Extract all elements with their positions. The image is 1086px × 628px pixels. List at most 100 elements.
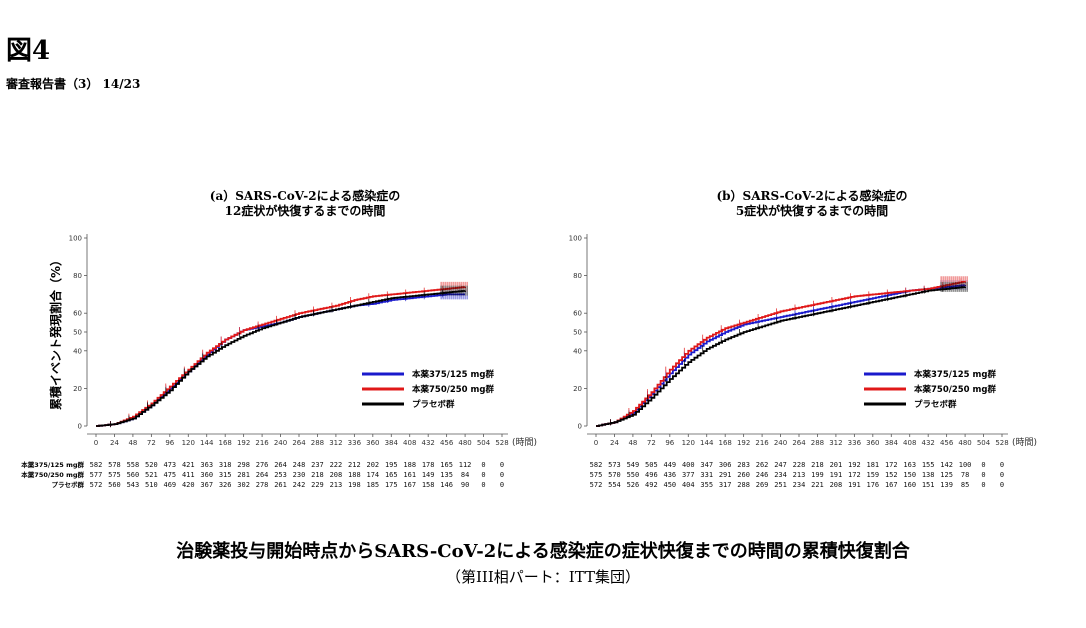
y-tick-label: 0: [78, 423, 82, 431]
risk-count: 229: [311, 481, 324, 489]
series-line-2: [96, 290, 466, 427]
risk-count: 195: [385, 461, 398, 469]
risk-count: 228: [793, 461, 806, 469]
legend-label: プラセボ群: [412, 399, 455, 410]
x-tick-label: 24: [110, 439, 119, 447]
x-tick-label: 96: [165, 439, 174, 447]
y-tick-label: 60: [73, 310, 82, 318]
x-tick-label: 96: [665, 439, 674, 447]
risk-count: 178: [422, 461, 435, 469]
risk-count: 411: [182, 471, 195, 479]
risk-count: 160: [903, 481, 916, 489]
risk-count: 0: [500, 481, 504, 489]
risk-count: 208: [830, 481, 843, 489]
x-tick-label: 72: [647, 439, 656, 447]
risk-count: 146: [440, 481, 453, 489]
risk-count: 112: [459, 461, 472, 469]
risk-count: 520: [145, 461, 158, 469]
risk-row-label: 本薬750/250 mg群: [21, 470, 84, 479]
risk-count: 400: [682, 461, 695, 469]
risk-count: 306: [719, 461, 732, 469]
risk-count: 475: [163, 471, 176, 479]
risk-count: 560: [108, 481, 121, 489]
risk-count: 213: [330, 481, 343, 489]
x-tick-label: 264: [292, 439, 306, 447]
risk-count: 167: [885, 481, 898, 489]
y-tick-label: 60: [573, 310, 582, 318]
risk-count: 138: [922, 471, 935, 479]
risk-count: 526: [627, 481, 640, 489]
risk-count: 0: [1000, 461, 1004, 469]
x-tick-label: 144: [700, 439, 714, 447]
document-subtitle: 審査報告書（3） 14/23: [6, 77, 141, 91]
y-tick-label: 20: [73, 385, 82, 393]
y-tick-label: 50: [573, 329, 582, 337]
x-tick-label: 384: [885, 439, 899, 447]
x-tick-label: 168: [218, 439, 231, 447]
risk-count: 237: [311, 461, 324, 469]
risk-count: 367: [200, 481, 213, 489]
risk-count: 152: [885, 471, 898, 479]
risk-count: 181: [866, 461, 879, 469]
legend-label: 本薬750/250 mg群: [914, 384, 996, 395]
risk-count: 363: [200, 461, 213, 469]
x-tick-label: 504: [977, 439, 991, 447]
risk-count: 159: [866, 471, 879, 479]
risk-count: 269: [756, 481, 769, 489]
risk-count: 201: [830, 461, 843, 469]
risk-count: 302: [237, 481, 250, 489]
risk-count: 318: [219, 461, 232, 469]
risk-count: 582: [590, 461, 603, 469]
risk-count: 283: [737, 461, 750, 469]
risk-count: 172: [848, 471, 861, 479]
risk-count: 572: [590, 481, 603, 489]
risk-count: 577: [90, 471, 103, 479]
x-tick-label: 432: [921, 439, 934, 447]
x-tick-label: 336: [348, 439, 362, 447]
risk-count: 234: [774, 471, 787, 479]
risk-count: 521: [145, 471, 158, 479]
risk-count: 575: [108, 471, 121, 479]
y-tick-label: 100: [69, 235, 82, 243]
legend-label: 本薬750/250 mg群: [412, 384, 494, 395]
y-tick-label: 80: [73, 272, 82, 280]
risk-count: 360: [200, 471, 213, 479]
risk-count: 221: [811, 481, 824, 489]
risk-count: 218: [811, 461, 824, 469]
risk-count: 247: [774, 461, 787, 469]
risk-count: 278: [256, 481, 269, 489]
risk-count: 450: [663, 481, 676, 489]
x-tick-label: 240: [774, 439, 787, 447]
risk-count: 421: [182, 461, 195, 469]
risk-count: 151: [922, 481, 935, 489]
risk-count: 167: [403, 481, 416, 489]
risk-count: 192: [848, 461, 861, 469]
risk-count: 84: [461, 471, 469, 479]
figure-caption-sub: （第III相パート：ITT集団）: [446, 568, 640, 586]
risk-count: 262: [756, 461, 769, 469]
risk-count: 560: [127, 471, 140, 479]
risk-count: 0: [1000, 471, 1004, 479]
y-tick-label: 20: [573, 385, 582, 393]
x-axis-unit: (時間): [1012, 437, 1037, 448]
risk-count: 175: [385, 481, 398, 489]
risk-count: 573: [608, 461, 621, 469]
risk-count: 347: [700, 461, 713, 469]
risk-count: 575: [590, 471, 603, 479]
risk-count: 578: [108, 461, 121, 469]
risk-count: 0: [481, 471, 485, 479]
x-tick-label: 480: [958, 439, 971, 447]
x-tick-label: 168: [718, 439, 731, 447]
risk-count: 404: [682, 481, 695, 489]
x-tick-label: 192: [237, 439, 250, 447]
risk-count: 315: [219, 471, 232, 479]
risk-count: 543: [127, 481, 140, 489]
x-tick-label: 408: [403, 439, 416, 447]
risk-count: 291: [719, 471, 732, 479]
risk-count: 572: [90, 481, 103, 489]
x-tick-label: 528: [495, 439, 508, 447]
risk-count: 188: [403, 461, 416, 469]
risk-count: 135: [440, 471, 453, 479]
x-tick-label: 528: [995, 439, 1008, 447]
